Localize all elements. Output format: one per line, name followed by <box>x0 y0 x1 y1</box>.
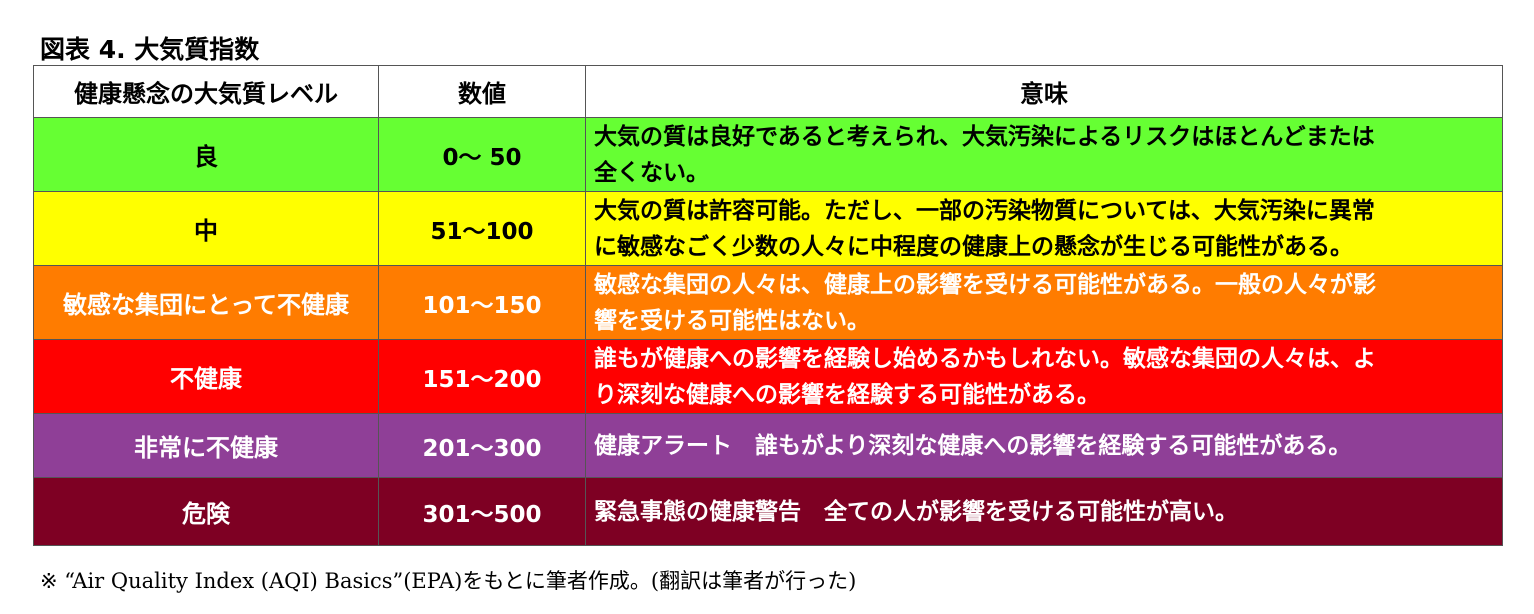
table-row: 危険 301～500 緊急事態の健康警告 全ての人が影響を受ける可能性が高い。 <box>33 477 1503 546</box>
figure-title: 図表 4. 大気質指数 <box>40 35 260 64</box>
meaning-line: 敏感な集団の人々は、健康上の影響を受ける可能性がある。一般の人々が影 <box>594 272 1376 298</box>
meaning-line: 誰もが健康への影響を経験し始めるかもしれない。敏感な集団の人々は、よ <box>594 346 1376 372</box>
meaning-cell: 大気の質は良好であると考えられ、大気汚染によるリスクはほとんどまたは 全くない。 <box>585 117 1503 192</box>
level-cell: 危険 <box>33 477 379 546</box>
range-cell: 51～100 <box>378 191 586 266</box>
table-row: 非常に不健康 201～300 健康アラート 誰もがより深刻な健康への影響を経験す… <box>33 413 1503 478</box>
header-meaning: 意味 <box>585 65 1503 118</box>
meaning-cell: 健康アラート 誰もがより深刻な健康への影響を経験する可能性がある。 <box>585 413 1503 478</box>
meaning-line: 全くない。 <box>594 160 709 186</box>
range-cell: 201～300 <box>378 413 586 478</box>
meaning-cell: 緊急事態の健康警告 全ての人が影響を受ける可能性が高い。 <box>585 477 1503 546</box>
meaning-cell: 敏感な集団の人々は、健康上の影響を受ける可能性がある。一般の人々が影 響を受ける… <box>585 265 1503 340</box>
level-cell: 不健康 <box>33 339 379 414</box>
range-cell: 151～200 <box>378 339 586 414</box>
meaning-line: に敏感なごく少数の人々に中程度の健康上の懸念が生じる可能性がある。 <box>594 234 1353 260</box>
meaning-line: 健康アラート 誰もがより深刻な健康への影響を経験する可能性がある。 <box>594 433 1352 459</box>
meaning-cell: 大気の質は許容可能。ただし、一部の汚染物質については、大気汚染に異常 に敏感なご… <box>585 191 1503 266</box>
level-cell: 良 <box>33 117 379 192</box>
range-cell: 301～500 <box>378 477 586 546</box>
aqi-table: 健康懸念の大気質レベル 数値 意味 良 0～ 50 大気の質は良好であると考えら… <box>33 65 1503 546</box>
meaning-line: 響を受ける可能性はない。 <box>594 308 870 334</box>
meaning-cell: 誰もが健康への影響を経験し始めるかもしれない。敏感な集団の人々は、よ り深刻な健… <box>585 339 1503 414</box>
table-row: 良 0～ 50 大気の質は良好であると考えられ、大気汚染によるリスクはほとんどま… <box>33 117 1503 192</box>
table-row: 不健康 151～200 誰もが健康への影響を経験し始めるかもしれない。敏感な集団… <box>33 339 1503 414</box>
header-value: 数値 <box>378 65 586 118</box>
range-cell: 101～150 <box>378 265 586 340</box>
meaning-line: り深刻な健康への影響を経験する可能性がある。 <box>594 382 1100 408</box>
range-cell: 0～ 50 <box>378 117 586 192</box>
level-cell: 中 <box>33 191 379 266</box>
level-cell: 敏感な集団にとって不健康 <box>33 265 379 340</box>
meaning-line: 大気の質は許容可能。ただし、一部の汚染物質については、大気汚染に異常 <box>594 198 1375 224</box>
meaning-line: 緊急事態の健康警告 全ての人が影響を受ける可能性が高い。 <box>594 499 1238 525</box>
header-level: 健康懸念の大気質レベル <box>33 65 379 118</box>
source-footnote: ※ “Air Quality Index (AQI) Basics”(EPA)を… <box>40 569 857 593</box>
table-header-row: 健康懸念の大気質レベル 数値 意味 <box>33 65 1503 118</box>
level-cell: 非常に不健康 <box>33 413 379 478</box>
meaning-line: 大気の質は良好であると考えられ、大気汚染によるリスクはほとんどまたは <box>594 124 1375 150</box>
table-row: 敏感な集団にとって不健康 101～150 敏感な集団の人々は、健康上の影響を受け… <box>33 265 1503 340</box>
table-row: 中 51～100 大気の質は許容可能。ただし、一部の汚染物質については、大気汚染… <box>33 191 1503 266</box>
